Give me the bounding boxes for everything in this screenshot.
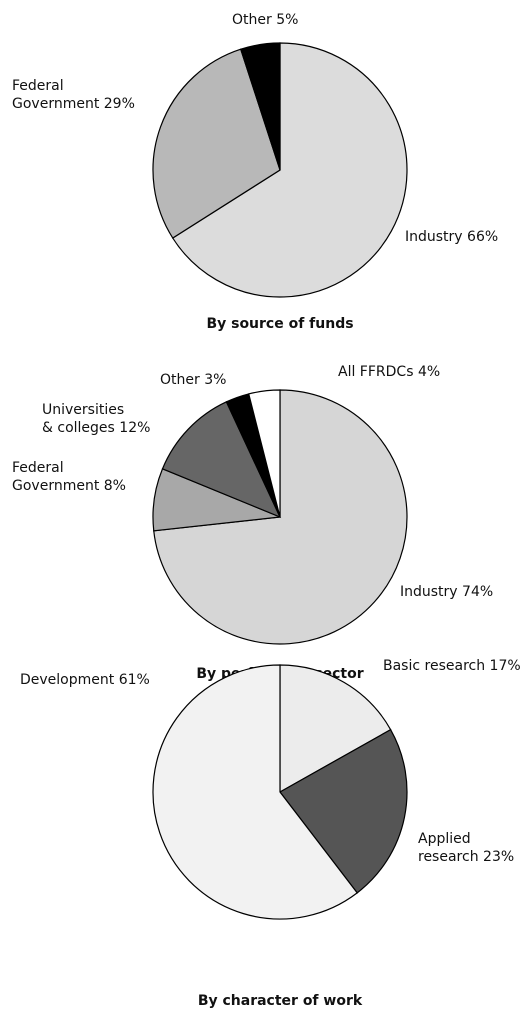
slice-label: Basic research 17% — [383, 658, 521, 674]
value-label: 17% — [490, 658, 521, 674]
chart-title: By character of work — [198, 993, 363, 1009]
slice-label: Other 3% — [160, 372, 226, 388]
label-line: Industry — [405, 229, 467, 245]
label-line: Government — [12, 478, 104, 494]
value-label: 3% — [204, 372, 226, 388]
slice-label: Federal Government 8% — [12, 460, 126, 494]
label-line: Federal — [12, 78, 64, 94]
label-line: Basic research — [383, 658, 490, 674]
label-line: Other — [232, 12, 276, 28]
value-label: 12% — [119, 420, 150, 436]
slice-label: Applied research 23% — [418, 831, 514, 865]
value-label: 23% — [483, 849, 514, 865]
slice-label: All FFRDCs 4% — [338, 364, 440, 380]
pie-slice — [161, 401, 282, 519]
pie-slice — [247, 389, 281, 518]
slice-label: Federal Government 29% — [12, 78, 135, 112]
label-line: research — [418, 849, 483, 865]
label-line: All FFRDCs — [338, 364, 418, 380]
pie-slice — [239, 42, 281, 171]
slice-label: Industry 74% — [400, 584, 493, 600]
value-label: 61% — [119, 672, 150, 688]
slice-label: Universities & colleges 12% — [42, 402, 150, 436]
slice-label: Development 61% — [20, 672, 150, 688]
value-label: 74% — [462, 584, 493, 600]
pie-slice — [152, 48, 281, 239]
value-label: 66% — [467, 229, 498, 245]
pie-slice — [279, 728, 408, 894]
label-line: Development — [20, 672, 119, 688]
chart-title: By source of funds — [206, 316, 353, 332]
slice-label: Other 5% — [232, 12, 298, 28]
value-label: 29% — [104, 96, 135, 112]
label-line: Other — [160, 372, 204, 388]
label-line: Applied — [418, 831, 471, 847]
value-label: 5% — [276, 12, 298, 28]
label-line: Government — [12, 96, 104, 112]
value-label: 4% — [418, 364, 440, 380]
slice-label: Industry 66% — [405, 229, 498, 245]
pie-slice — [152, 664, 359, 920]
label-line: & colleges — [42, 420, 119, 436]
pie-slice — [171, 42, 408, 298]
pie-slice — [279, 664, 392, 794]
value-label: 8% — [104, 478, 126, 494]
label-line: Universities — [42, 402, 124, 418]
label-line: Industry — [400, 584, 462, 600]
label-line: Federal — [12, 460, 64, 476]
